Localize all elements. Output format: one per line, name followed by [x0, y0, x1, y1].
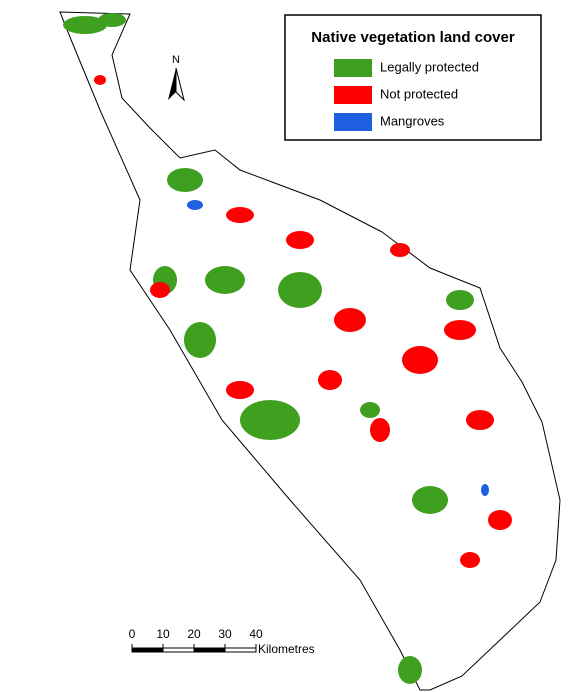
scale-segment [224, 647, 257, 653]
legend-title: Native vegetation land cover [311, 29, 515, 46]
scale-segment [162, 647, 195, 653]
north-label: N [172, 54, 180, 66]
scale-segment [193, 647, 226, 653]
north-arrow: N [168, 54, 185, 102]
scale-tick-label: 10 [156, 627, 170, 641]
vegetation-patches [63, 13, 474, 684]
scale-tick-label: 30 [218, 627, 232, 641]
legend-label: Legally protected [380, 59, 479, 74]
scale-tick-label: 40 [249, 627, 263, 641]
scale-unit: Kilometres [258, 642, 315, 656]
legend-swatch [334, 59, 372, 77]
legend-swatch [334, 113, 372, 131]
unprotected-patches [94, 75, 512, 568]
legend-swatch [334, 86, 372, 104]
scale-segment [131, 647, 164, 653]
scale-tick-label: 20 [187, 627, 201, 641]
mangrove-patches [187, 200, 489, 496]
legend-box [284, 14, 542, 141]
legend-label: Not protected [380, 86, 458, 101]
legend-label: Mangroves [380, 113, 445, 128]
scale-tick-label: 0 [129, 627, 136, 641]
